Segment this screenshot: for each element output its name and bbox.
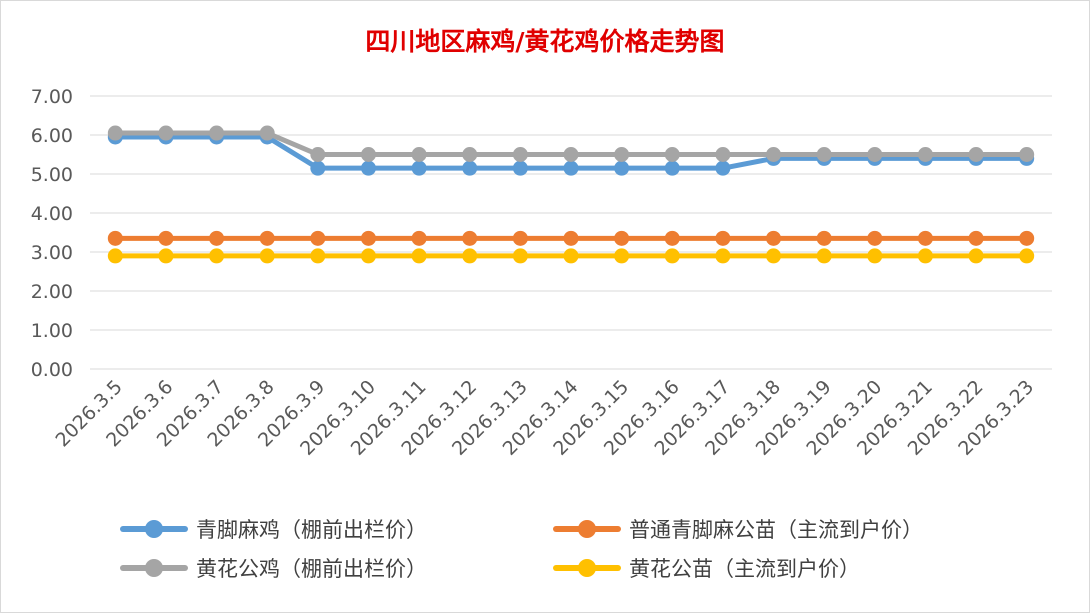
data-point — [563, 160, 579, 176]
data-point — [766, 147, 782, 162]
legend-marker — [145, 559, 163, 577]
legend-label: 黄花公苗（主流到户价） — [629, 557, 860, 581]
data-point — [259, 248, 275, 264]
y-axis-tick-labels: 0.00 1.00 2.00 3.00 4.00 5.00 6.00 7.00 — [31, 86, 73, 381]
data-point — [411, 147, 427, 162]
legend-label: 青脚麻鸡（棚前出栏价） — [196, 518, 427, 542]
data-point — [107, 230, 123, 246]
data-point — [968, 147, 984, 162]
data-point — [411, 160, 427, 176]
data-point — [462, 147, 478, 162]
data-point — [310, 230, 326, 246]
data-point — [462, 230, 478, 246]
data-point — [158, 125, 174, 141]
y-tick-label: 0.00 — [31, 359, 73, 381]
data-point — [664, 248, 680, 264]
y-tick-label: 1.00 — [31, 320, 73, 342]
line-chart: 0.00 1.00 2.00 3.00 4.00 5.00 6.00 7.00 2026.3.… — [31, 86, 1052, 460]
y-tick-label: 4.00 — [31, 203, 73, 225]
data-point — [411, 230, 427, 246]
data-point — [158, 230, 174, 246]
data-point — [209, 125, 225, 141]
data-point — [664, 147, 680, 162]
legend-item: 青脚麻鸡（棚前出栏价） — [120, 514, 427, 544]
x-axis-tick-labels: 2026.3.52026.3.62026.3.72026.3.82026.3.9… — [51, 376, 1038, 460]
data-point — [360, 230, 376, 246]
legend-swatch — [120, 514, 188, 544]
data-point — [917, 230, 933, 246]
data-point — [867, 230, 883, 246]
data-point — [563, 230, 579, 246]
data-point — [715, 230, 731, 246]
data-point — [259, 230, 275, 246]
data-point — [360, 160, 376, 176]
data-point — [917, 147, 933, 162]
legend-marker — [578, 520, 596, 538]
data-point — [816, 147, 832, 162]
data-point — [816, 230, 832, 246]
data-point — [310, 160, 326, 176]
data-point — [614, 160, 630, 176]
data-point — [462, 160, 478, 176]
legend-swatch — [553, 514, 621, 544]
data-point — [1019, 248, 1035, 264]
data-point — [158, 248, 174, 264]
data-point — [715, 248, 731, 264]
data-point — [259, 125, 275, 141]
legend-item: 普通青脚麻公苗（主流到户价） — [553, 514, 923, 544]
data-point — [867, 147, 883, 162]
data-point — [360, 147, 376, 162]
data-point — [867, 248, 883, 264]
data-point — [1019, 230, 1035, 246]
legend-marker — [578, 559, 596, 577]
data-point — [614, 230, 630, 246]
legend-item: 黄花公鸡（棚前出栏价） — [120, 553, 427, 583]
data-point — [209, 248, 225, 264]
y-tick-label: 7.00 — [31, 86, 73, 108]
legend-label: 普通青脚麻公苗（主流到户价） — [629, 518, 923, 542]
data-point — [512, 248, 528, 264]
y-tick-label: 2.00 — [31, 281, 73, 303]
data-point — [766, 248, 782, 264]
y-tick-label: 3.00 — [31, 242, 73, 264]
data-point — [816, 248, 832, 264]
data-point — [917, 248, 933, 264]
data-point — [664, 230, 680, 246]
data-point — [512, 230, 528, 246]
legend-label: 黄花公鸡（棚前出栏价） — [196, 557, 427, 581]
y-tick-label: 6.00 — [31, 125, 73, 147]
data-point — [462, 248, 478, 264]
data-point — [1019, 147, 1035, 162]
data-point — [360, 248, 376, 264]
legend-item: 黄花公苗（主流到户价） — [553, 553, 860, 583]
y-tick-label: 5.00 — [31, 164, 73, 186]
data-point — [968, 248, 984, 264]
data-point — [715, 147, 731, 162]
legend-swatch — [553, 553, 621, 583]
data-point — [664, 160, 680, 176]
legend-swatch — [120, 553, 188, 583]
data-point — [209, 230, 225, 246]
data-point — [512, 147, 528, 162]
data-point — [310, 147, 326, 162]
data-point — [614, 147, 630, 162]
data-point — [563, 248, 579, 264]
series-lines — [107, 125, 1035, 264]
data-point — [766, 230, 782, 246]
data-point — [310, 248, 326, 264]
data-point — [563, 147, 579, 162]
data-point — [512, 160, 528, 176]
data-point — [614, 248, 630, 264]
data-point — [968, 230, 984, 246]
chart-title: 四川地区麻鸡/黄花鸡价格走势图 — [365, 27, 725, 56]
data-point — [107, 248, 123, 264]
data-point — [107, 125, 123, 141]
data-point — [411, 248, 427, 264]
data-point — [715, 160, 731, 176]
legend-marker — [145, 520, 163, 538]
